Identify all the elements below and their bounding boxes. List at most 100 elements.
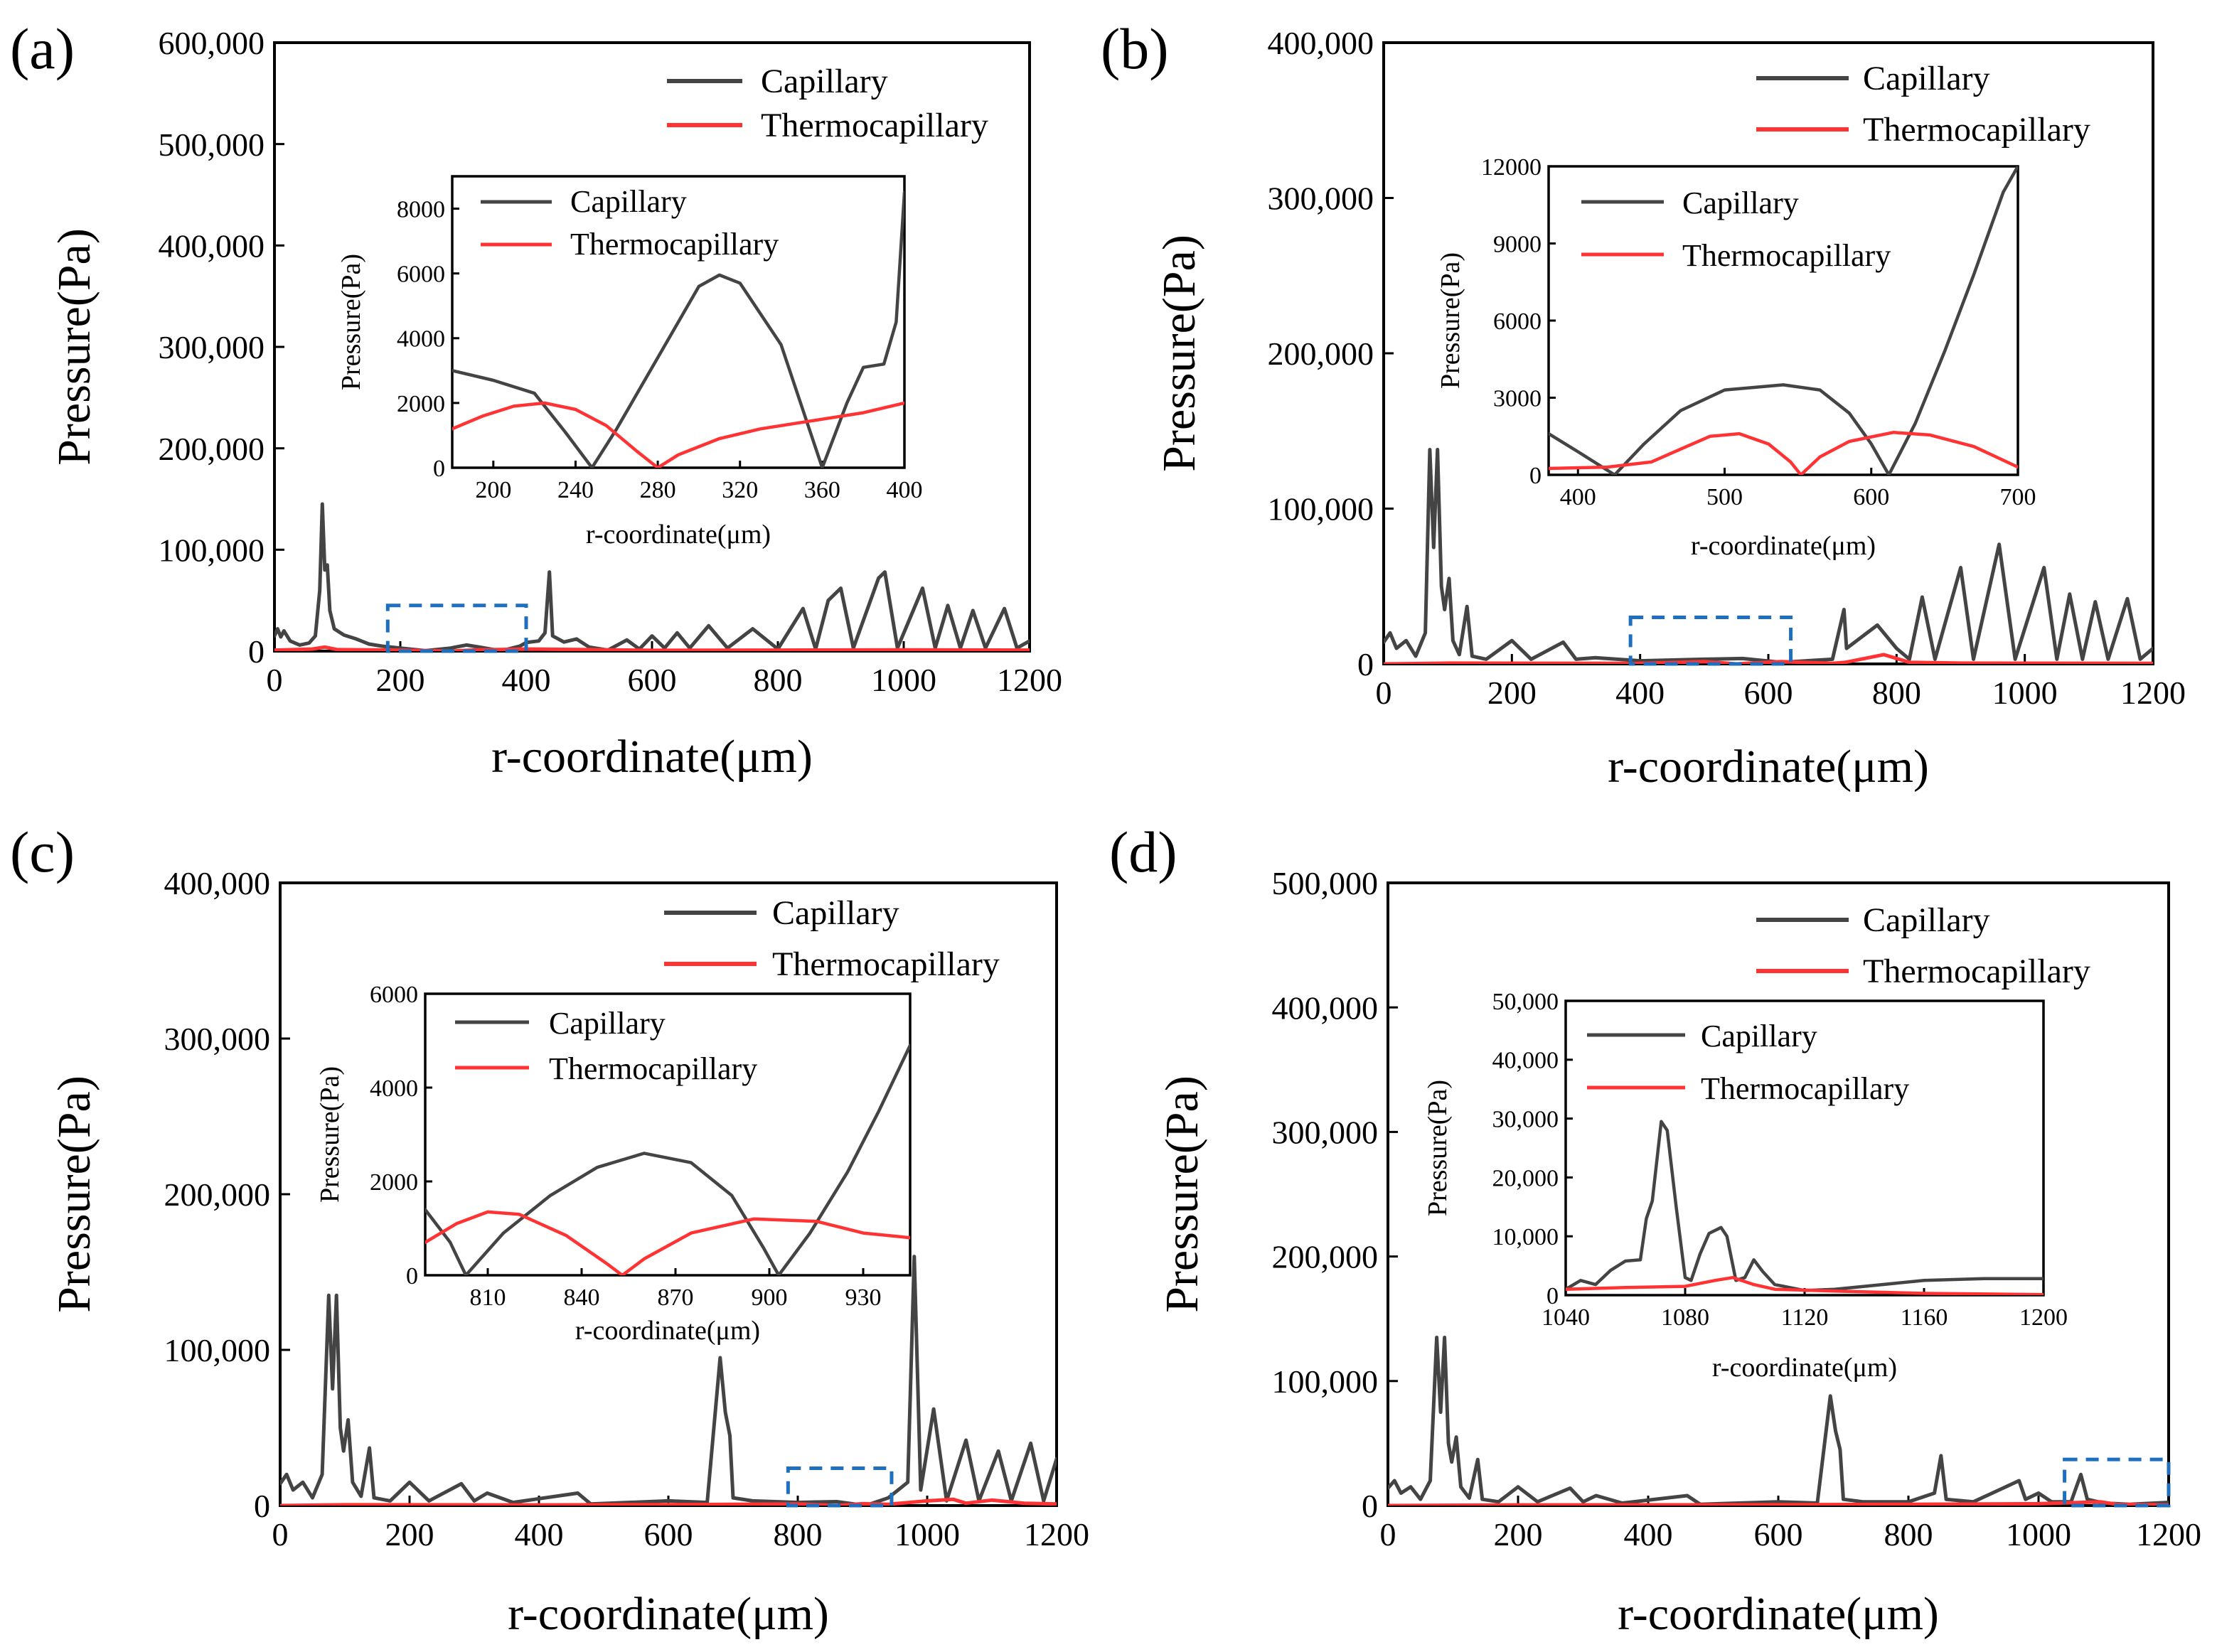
- plot-area-d: 0 200 400 600 800 1000 1200 0 100,000 200,000 300,…: [1272, 865, 2202, 1552]
- inset-legend-label-thermocapillary-b: Thermocapillary: [1682, 238, 1891, 273]
- x-tick-label-c-4: 800: [774, 1516, 823, 1552]
- x-tick-label-d-4: 800: [1884, 1516, 1933, 1552]
- inset-x-tick-label-a-4: 360: [804, 477, 840, 503]
- panel-label-a: (a): [10, 16, 75, 81]
- inset-y-tick-label-b-2: 6000: [1493, 309, 1542, 335]
- zoom-region-box-c: [786, 1466, 894, 1508]
- x-tick-label-c-2: 400: [515, 1516, 564, 1552]
- legend-b: Capillary Thermocapillary: [1756, 60, 2090, 149]
- x-tick-label-a-5: 1000: [871, 662, 936, 698]
- inset-x-tick-label-c-4: 930: [845, 1284, 882, 1311]
- inset-legend-c: Capillary Thermocapillary: [455, 1006, 757, 1086]
- inset-x-tick-label-c-0: 810: [470, 1284, 506, 1311]
- x-tick-label-c-5: 1000: [894, 1516, 960, 1552]
- y-axis-title-b: Pressure(Pa): [1153, 235, 1205, 472]
- x-tick-label-a-4: 800: [754, 662, 803, 698]
- inset-y-tick-label-b-0: 0: [1529, 463, 1542, 489]
- panel-label-d: (d): [1109, 820, 1177, 884]
- inset-y-tick-label-c-1: 2000: [370, 1169, 418, 1196]
- y-tick-label-a-3: 300,000: [159, 329, 265, 365]
- y-tick-label-b-1: 100,000: [1268, 491, 1374, 527]
- series-line-capillary-b: [1384, 448, 2153, 664]
- inset-b: 400 500 600 700 0 3000 6000 9000 12000 r-coordin…: [1436, 154, 2036, 561]
- inset-y-tick-label-a-0: 0: [433, 456, 445, 482]
- x-tick-label-d-1: 200: [1494, 1516, 1543, 1552]
- inset-y-tick-label-c-2: 4000: [370, 1076, 418, 1102]
- x-tick-label-b-1: 200: [1487, 675, 1537, 711]
- x-axis-title-d: r-coordinate(μm): [1618, 1588, 1939, 1640]
- inset-x-tick-label-a-1: 240: [557, 477, 594, 503]
- inset-series-line-thermocapillary-b: [1549, 431, 2018, 475]
- y-tick-label-a-5: 500,000: [159, 127, 265, 163]
- inset-plot-area-b: 400 500 600 700 0 3000 6000 9000 12000: [1481, 154, 2036, 510]
- series-line-thermocapillary-a: [274, 645, 1030, 651]
- inset-y-tick-label-a-1: 2000: [397, 391, 445, 417]
- y-tick-label-b-3: 300,000: [1268, 181, 1374, 217]
- inset-x-tick-label-d-2: 1120: [1781, 1304, 1829, 1331]
- x-tick-label-b-3: 600: [1744, 675, 1793, 711]
- inset-y-tick-label-c-3: 6000: [370, 982, 418, 1008]
- y-tick-label-a-2: 200,000: [159, 431, 265, 467]
- inset-series-line-capillary-b: [1549, 166, 2018, 475]
- y-tick-label-b-2: 200,000: [1268, 336, 1374, 372]
- inset-y-tick-label-d-3: 30,000: [1492, 1107, 1559, 1133]
- x-axis-title-c: r-coordinate(μm): [508, 1588, 829, 1640]
- zoom-region-box-a: [385, 604, 528, 653]
- x-tick-label-a-1: 200: [376, 662, 425, 698]
- inset-x-tick-label-d-4: 1200: [2019, 1304, 2068, 1331]
- plot-area-a: 0 200 400 600 800 1000 1200 0 100,000 200,000 300,…: [159, 25, 1063, 698]
- y-tick-label-c-3: 300,000: [164, 1021, 271, 1057]
- inset-frame-c: [424, 992, 912, 1277]
- inset-series-line-capillary-a: [452, 191, 904, 468]
- inset-x-tick-label-a-0: 200: [475, 477, 511, 503]
- inset-y-tick-label-d-2: 20,000: [1492, 1165, 1559, 1191]
- inset-c: 810 840 870 900 930 0 2000 4000 6000 r-coordinat…: [315, 982, 912, 1346]
- inset-x-axis-title-a: r-coordinate(μm): [586, 520, 771, 549]
- x-tick-label-a-0: 0: [267, 662, 283, 698]
- inset-series-line-capillary-c: [425, 1044, 910, 1275]
- x-tick-label-c-3: 600: [644, 1516, 693, 1552]
- y-axis-title-c: Pressure(Pa): [48, 1076, 100, 1313]
- inset-x-axis-title-b: r-coordinate(μm): [1691, 531, 1876, 561]
- inset-plot-area-d: 1040 1080 1120 1160 1200 0 10,000 20,000 30,000 4…: [1492, 989, 2068, 1331]
- inset-y-tick-label-b-1: 3000: [1493, 385, 1542, 412]
- inset-x-tick-label-c-3: 900: [752, 1284, 788, 1311]
- inset-legend-label-capillary-d: Capillary: [1701, 1019, 1817, 1053]
- panel-a: (a) 0 200 400 600 800 1000 1200 0 100,000 200,000…: [10, 16, 1062, 783]
- inset-x-axis-title-d: r-coordinate(μm): [1712, 1353, 1897, 1383]
- y-axis-title-d: Pressure(Pa): [1156, 1076, 1208, 1313]
- plot-area-b: 0 200 400 600 800 1000 12000100,000200,000300,…: [1268, 25, 2186, 711]
- y-tick-label-c-1: 100,000: [164, 1332, 271, 1368]
- x-axis-title-a: r-coordinate(μm): [491, 731, 813, 783]
- x-tick-label-b-5: 1000: [1992, 675, 2058, 711]
- plot-area-c: 0 200 400 600 800 1000 1200 0 100,000 200,000 300,…: [164, 865, 1090, 1552]
- legend-label-thermocapillary-c: Thermocapillary: [772, 945, 1000, 983]
- inset-y-axis-title-b: Pressure(Pa): [1436, 252, 1465, 389]
- panel-label-c: (c): [10, 820, 75, 884]
- legend-label-capillary-b: Capillary: [1863, 60, 1990, 97]
- x-tick-label-c-6: 1200: [1024, 1516, 1089, 1552]
- inset-x-tick-label-d-0: 1040: [1542, 1304, 1590, 1331]
- inset-d: 1040 1080 1120 1160 1200 0 10,000 20,000 30,000 4…: [1423, 989, 2068, 1383]
- inset-legend-label-capillary-a: Capillary: [570, 184, 687, 219]
- x-tick-label-d-5: 1000: [2006, 1516, 2071, 1552]
- inset-legend-label-thermocapillary-d: Thermocapillary: [1701, 1071, 1909, 1106]
- x-tick-label-b-0: 0: [1376, 675, 1392, 711]
- y-tick-label-c-4: 400,000: [164, 865, 271, 901]
- y-tick-label-c-2: 200,000: [164, 1176, 271, 1213]
- inset-legend-label-capillary-c: Capillary: [549, 1006, 666, 1041]
- panel-d: (d) 0 200 400 600 800 1000 1200 0 100,000 200,000…: [1109, 820, 2201, 1640]
- inset-legend-b: Capillary Thermocapillary: [1581, 186, 1891, 273]
- series-line-capillary-a: [274, 502, 1030, 651]
- inset-y-axis-title-a: Pressure(Pa): [336, 254, 366, 390]
- legend-label-thermocapillary-b: Thermocapillary: [1863, 111, 2090, 149]
- panel-c: (c) 0 200 400 600 800 1000 1200 0 100,000 200,000…: [10, 820, 1089, 1640]
- x-tick-label-d-6: 1200: [2136, 1516, 2201, 1552]
- x-axis-title-b: r-coordinate(μm): [1608, 741, 1929, 793]
- inset-y-tick-label-a-4: 8000: [397, 196, 445, 222]
- inset-plot-area-c: 810 840 870 900 930 0 2000 4000 6000: [370, 982, 910, 1311]
- y-tick-label-d-5: 500,000: [1272, 865, 1379, 901]
- inset-legend-d: Capillary Thermocapillary: [1587, 1019, 1909, 1106]
- legend-label-thermocapillary-a: Thermocapillary: [761, 107, 988, 144]
